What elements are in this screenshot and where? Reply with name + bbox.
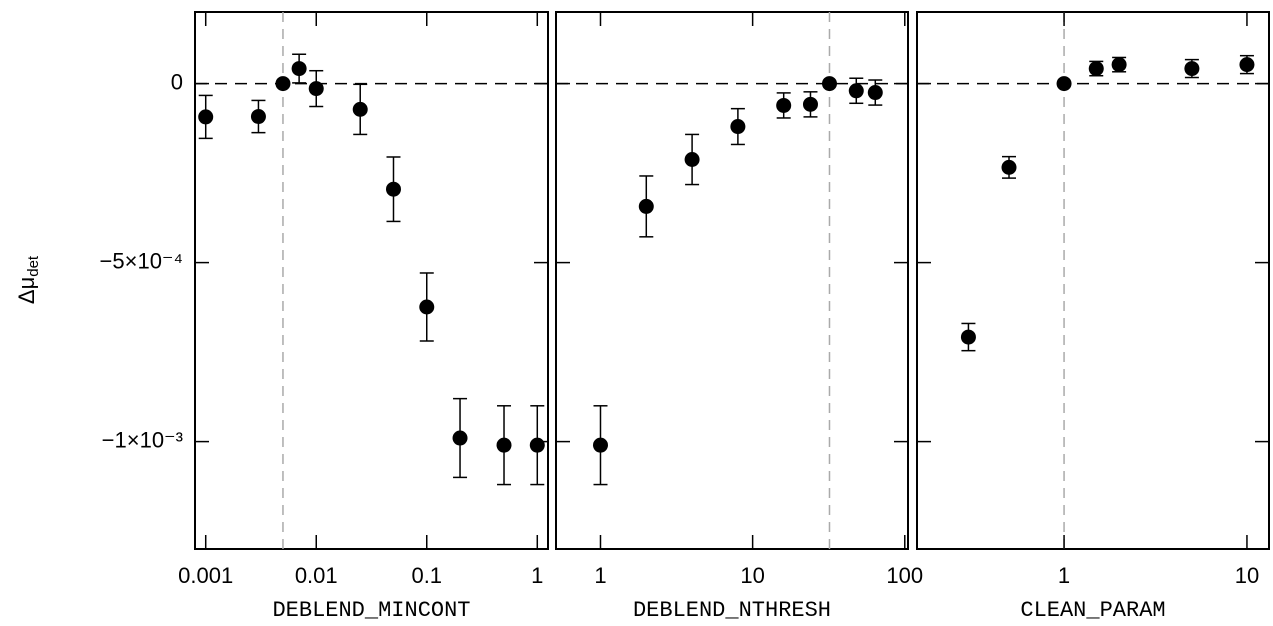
- x-tick-label: 1: [594, 563, 606, 588]
- panel-frame: [916, 11, 1270, 550]
- point: [419, 299, 435, 315]
- y-tick-label: −1×10⁻³: [102, 427, 183, 452]
- panel-frame: [555, 11, 909, 550]
- point: [802, 96, 818, 112]
- x-tick-label: 0.01: [295, 563, 338, 588]
- point: [1239, 57, 1255, 73]
- x-tick-label: 1: [1058, 563, 1070, 588]
- y-tick-label: 0: [171, 69, 183, 94]
- point: [250, 109, 266, 125]
- y-tick-label: −5×10⁻⁴: [100, 248, 183, 273]
- point: [1056, 76, 1072, 92]
- x-tick-label: 0.1: [411, 563, 442, 588]
- y-axis-label: Δμdet: [14, 255, 42, 304]
- point: [848, 83, 864, 99]
- point: [1001, 159, 1017, 175]
- point: [730, 119, 746, 135]
- point: [198, 109, 214, 125]
- panel-frame: [194, 11, 549, 550]
- point: [638, 198, 654, 214]
- point: [684, 151, 700, 167]
- point: [385, 181, 401, 197]
- y-axis-label-sub: det: [25, 255, 42, 277]
- x-tick-label: 1: [531, 563, 543, 588]
- point: [275, 76, 291, 92]
- x-axis-label: CLEAN_PARAM: [1020, 598, 1165, 623]
- point: [1184, 61, 1200, 77]
- point: [776, 97, 792, 113]
- x-tick-label: 10: [740, 563, 764, 588]
- point: [960, 329, 976, 345]
- y-axis-label-main: Δμ: [14, 277, 39, 304]
- point: [352, 101, 368, 117]
- point: [529, 437, 545, 453]
- x-tick-label: 0.001: [178, 563, 233, 588]
- point: [291, 61, 307, 77]
- point: [496, 437, 512, 453]
- x-axis-label: DEBLEND_MINCONT: [272, 598, 470, 623]
- x-axis-label: DEBLEND_NTHRESH: [633, 598, 831, 623]
- x-tick-label: 100: [886, 563, 923, 588]
- x-tick-label: 10: [1235, 563, 1259, 588]
- point: [867, 85, 883, 101]
- point: [592, 437, 608, 453]
- point: [1088, 61, 1104, 77]
- point: [821, 76, 837, 92]
- point: [308, 81, 324, 97]
- point: [1111, 57, 1127, 73]
- point: [452, 430, 468, 446]
